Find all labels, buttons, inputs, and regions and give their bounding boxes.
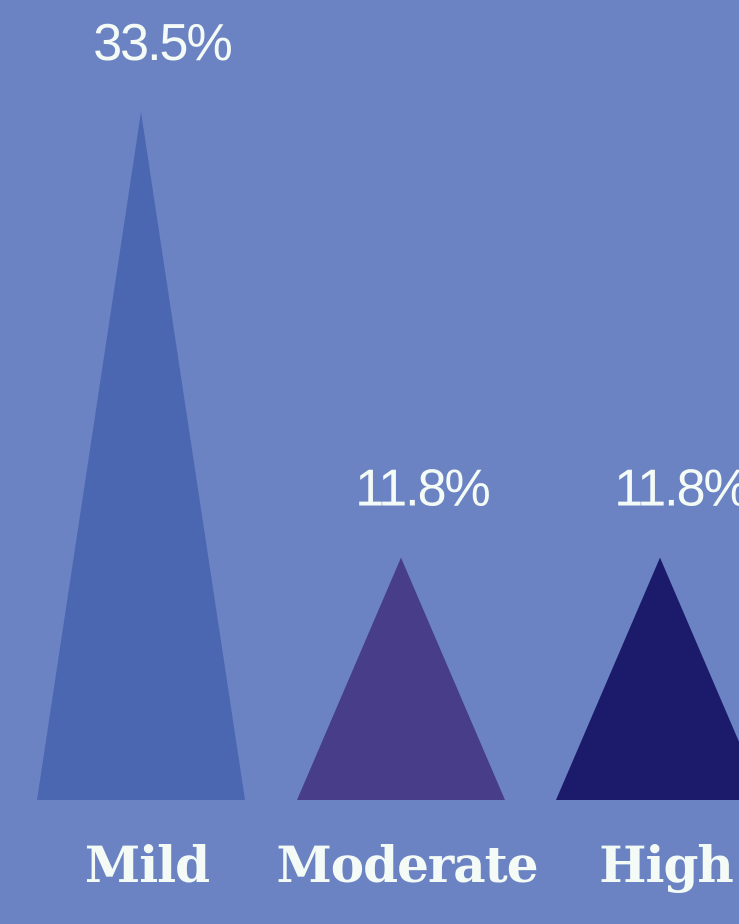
bar-mild [37, 112, 245, 800]
bar-2: 11.8% High [556, 460, 739, 894]
bar-high [556, 557, 739, 800]
category-label-mild: Mild [85, 835, 209, 894]
category-label-moderate: Moderate [276, 835, 537, 894]
bar-moderate [297, 557, 505, 800]
bar-1: 11.8% Moderate [276, 460, 538, 894]
data-label-moderate: 11.8% [355, 460, 489, 518]
data-label-high: 11.8% [614, 460, 739, 518]
bar-0: 33.5% Mild [37, 14, 245, 894]
category-label-high: High [599, 835, 733, 894]
data-label-mild: 33.5% [93, 14, 231, 72]
